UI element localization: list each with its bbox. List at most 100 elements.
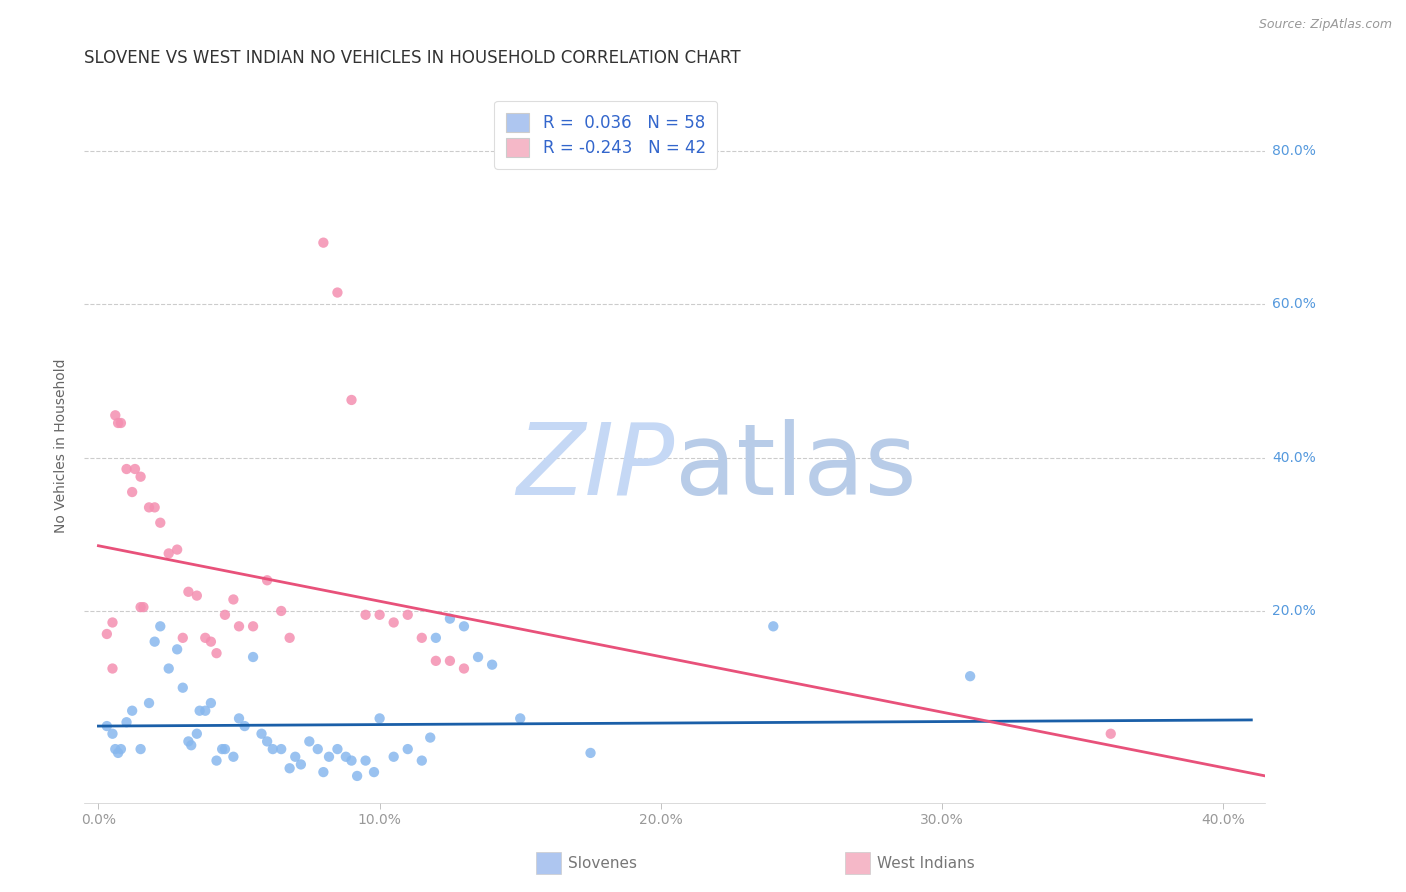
Point xyxy=(340,392,363,407)
Point xyxy=(194,631,217,645)
Point xyxy=(121,485,143,500)
Point xyxy=(214,742,236,756)
Point xyxy=(129,600,152,615)
Point xyxy=(205,646,228,660)
Point xyxy=(284,749,307,764)
Point xyxy=(382,749,405,764)
Text: Slovenes: Slovenes xyxy=(568,855,637,871)
Point xyxy=(382,615,405,630)
Point xyxy=(149,619,172,633)
Point xyxy=(107,416,129,430)
Point xyxy=(579,746,602,760)
Point xyxy=(396,607,419,622)
Point xyxy=(312,765,335,780)
Point xyxy=(188,704,211,718)
Point xyxy=(419,731,441,745)
Text: Source: ZipAtlas.com: Source: ZipAtlas.com xyxy=(1258,18,1392,31)
Point xyxy=(318,749,340,764)
Text: 20.0%: 20.0% xyxy=(1272,604,1316,618)
Point xyxy=(411,631,433,645)
Point xyxy=(425,631,447,645)
Point xyxy=(143,500,166,515)
Point xyxy=(959,669,981,683)
Point xyxy=(172,681,194,695)
Point xyxy=(467,650,489,665)
Point xyxy=(186,589,208,603)
Point xyxy=(157,661,180,675)
Point xyxy=(396,742,419,756)
Point xyxy=(96,627,118,641)
Point xyxy=(326,285,349,300)
Point xyxy=(115,715,138,730)
Point xyxy=(335,749,357,764)
Text: ZIP: ZIP xyxy=(516,419,675,516)
Point xyxy=(354,607,377,622)
Point xyxy=(1099,727,1122,741)
Point xyxy=(110,742,132,756)
Point xyxy=(124,462,146,476)
Point xyxy=(278,761,301,775)
Point xyxy=(346,769,368,783)
Point xyxy=(200,696,222,710)
Point xyxy=(278,631,301,645)
Point xyxy=(270,742,292,756)
Point xyxy=(143,634,166,648)
Point xyxy=(180,738,202,752)
Point xyxy=(242,650,264,665)
Point xyxy=(233,719,256,733)
Point xyxy=(214,607,236,622)
Text: atlas: atlas xyxy=(675,419,917,516)
Point xyxy=(439,654,461,668)
Point xyxy=(481,657,503,672)
Legend: R =  0.036   N = 58, R = -0.243   N = 42: R = 0.036 N = 58, R = -0.243 N = 42 xyxy=(495,101,717,169)
Point xyxy=(107,746,129,760)
Point xyxy=(368,711,391,725)
Point xyxy=(96,719,118,733)
Point xyxy=(138,696,160,710)
Point xyxy=(172,631,194,645)
Point xyxy=(250,727,273,741)
Point xyxy=(242,619,264,633)
Point xyxy=(129,469,152,483)
Point xyxy=(177,734,200,748)
Point xyxy=(157,546,180,560)
Point xyxy=(149,516,172,530)
Point xyxy=(228,711,250,725)
Point xyxy=(104,409,127,423)
Point xyxy=(425,654,447,668)
Point xyxy=(411,754,433,768)
Point xyxy=(439,612,461,626)
Point xyxy=(186,727,208,741)
Point xyxy=(307,742,329,756)
Point xyxy=(166,542,188,557)
Point xyxy=(194,704,217,718)
Point xyxy=(132,600,155,615)
Point xyxy=(101,661,124,675)
Point xyxy=(509,711,531,725)
Point xyxy=(363,765,385,780)
Point xyxy=(104,742,127,756)
Point xyxy=(101,727,124,741)
Point xyxy=(256,734,278,748)
Point xyxy=(354,754,377,768)
Point xyxy=(290,757,312,772)
Text: SLOVENE VS WEST INDIAN NO VEHICLES IN HOUSEHOLD CORRELATION CHART: SLOVENE VS WEST INDIAN NO VEHICLES IN HO… xyxy=(84,49,741,67)
Point xyxy=(101,615,124,630)
Point xyxy=(222,592,245,607)
Point xyxy=(222,749,245,764)
Text: 60.0%: 60.0% xyxy=(1272,297,1316,311)
Text: 40.0%: 40.0% xyxy=(1272,450,1316,465)
Point xyxy=(228,619,250,633)
Point xyxy=(270,604,292,618)
Point xyxy=(177,584,200,599)
Point xyxy=(368,607,391,622)
Point xyxy=(326,742,349,756)
Text: West Indians: West Indians xyxy=(877,855,976,871)
Point xyxy=(262,742,284,756)
Point xyxy=(453,619,475,633)
Point xyxy=(110,416,132,430)
Point xyxy=(115,462,138,476)
Point xyxy=(298,734,321,748)
Point xyxy=(205,754,228,768)
Point xyxy=(256,574,278,588)
